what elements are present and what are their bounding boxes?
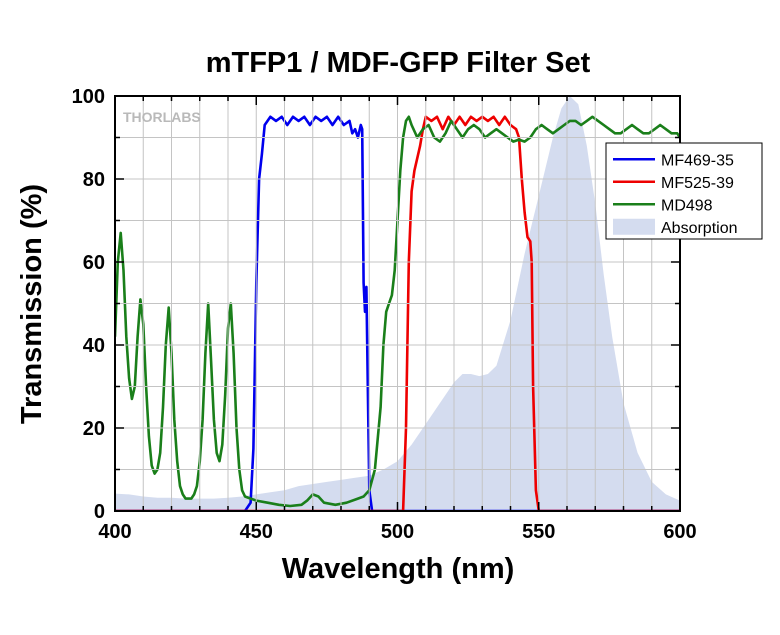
- watermark-logo: THORLABS: [123, 109, 201, 125]
- x-tick-label: 400: [98, 521, 131, 543]
- x-tick-label: 550: [522, 521, 555, 543]
- y-tick-label: 20: [83, 418, 105, 440]
- legend-label-mf469-35: MF469-35: [661, 152, 734, 169]
- legend-label-mf525-39: MF525-39: [661, 175, 734, 192]
- y-axis-label: Transmission (%): [16, 184, 48, 424]
- x-tick-label: 500: [381, 521, 414, 543]
- chart-title: mTFP1 / MDF-GFP Filter Set: [206, 47, 591, 79]
- plot-area: THORLABS 400 450 500 550 600 0 20 40 60 80 100 MF469…: [72, 86, 763, 543]
- y-tick-label: 60: [83, 252, 105, 274]
- y-tick-label: 0: [94, 501, 105, 523]
- legend-swatch-absorption: [613, 218, 655, 235]
- series-line-mf469-35: [115, 115, 680, 511]
- y-tick-label: 100: [72, 86, 105, 108]
- y-tick-label: 40: [83, 335, 105, 357]
- series-line-mf525-39: [115, 115, 680, 511]
- x-tick-label: 450: [240, 521, 273, 543]
- legend-label-absorption: Absorption: [661, 220, 738, 237]
- x-tick-label: 600: [663, 521, 696, 543]
- legend-label-md498: MD498: [661, 197, 713, 214]
- y-tick-label: 80: [83, 169, 105, 191]
- x-axis-label: Wavelength (nm): [282, 553, 515, 585]
